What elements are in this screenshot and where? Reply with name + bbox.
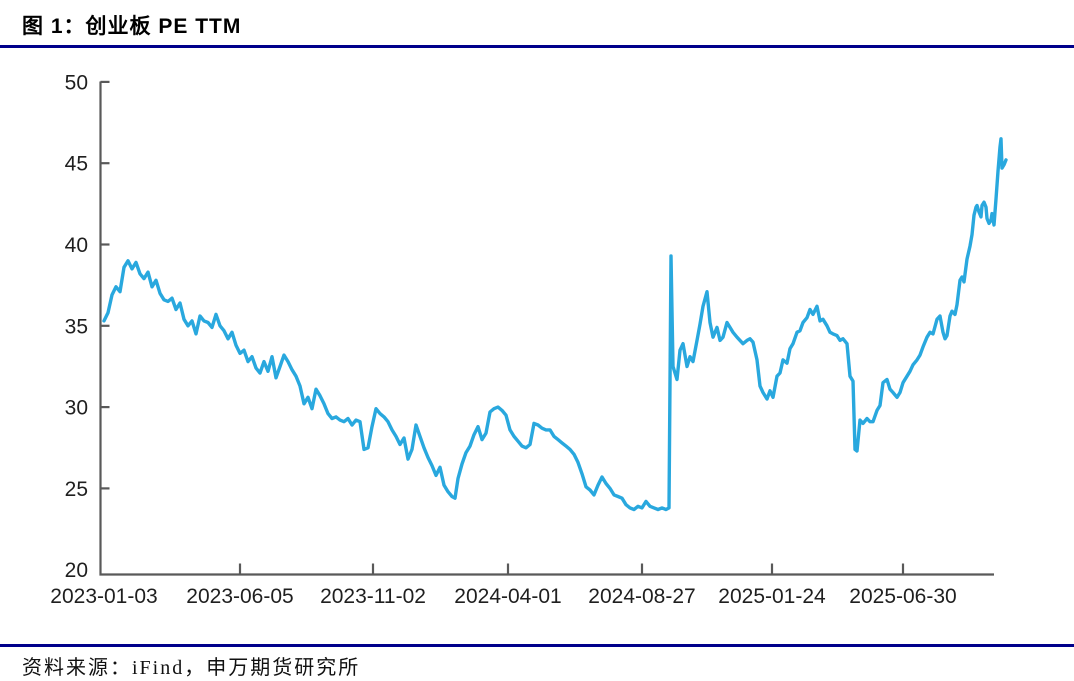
- x-axis-tick-label: 2025-01-24: [718, 585, 826, 608]
- y-axis-tick-label: 45: [65, 153, 88, 176]
- y-axis-tick-label: 50: [65, 71, 88, 94]
- x-axis-tick-label: 2024-04-01: [454, 585, 561, 608]
- y-axis-tick-label: 40: [65, 234, 88, 257]
- footer-divider-rule: [0, 644, 1074, 647]
- x-axis-tick-label: 2023-01-03: [50, 585, 157, 608]
- x-axis-tick-label: 2023-06-05: [186, 585, 293, 608]
- x-axis-tick-label: 2023-11-02: [320, 585, 426, 608]
- axis-lines: [99, 81, 994, 576]
- y-axis-tick-label: 35: [65, 315, 88, 338]
- source-note: 资料来源：iFind，申万期货研究所: [22, 657, 361, 679]
- y-axis-tick-label: 30: [65, 397, 88, 420]
- x-axis-tick-label: 2024-08-27: [588, 585, 695, 608]
- figure-title: 图 1：创业板 PE TTM: [22, 15, 242, 38]
- x-axis-tick-label: 2025-06-30: [849, 585, 956, 608]
- y-axis-tick-label: 25: [65, 478, 88, 501]
- pe-ttm-series-line: [102, 137, 1008, 512]
- title-divider-rule: [0, 45, 1074, 48]
- y-axis-tick-label: 20: [65, 559, 88, 582]
